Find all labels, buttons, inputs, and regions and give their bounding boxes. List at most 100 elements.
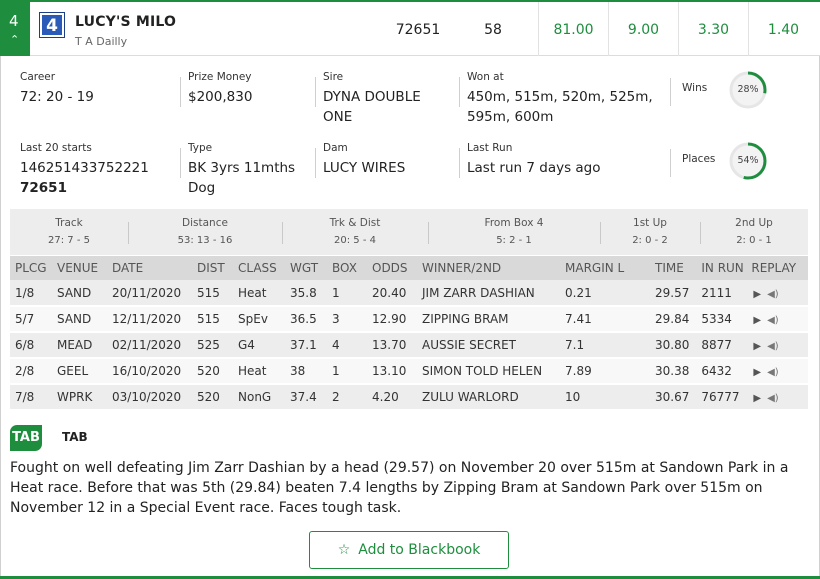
cell-in-run: 8877 — [689, 332, 752, 359]
audio-icon[interactable]: ◀) — [767, 393, 779, 404]
col-in-run: IN RUN — [689, 256, 752, 280]
prize-money-block: Prize Money $200,830 — [188, 70, 303, 107]
divider — [180, 148, 181, 178]
cell-wgt: 35.8 — [290, 280, 332, 307]
cell-class: SpEv — [238, 306, 290, 333]
play-icon[interactable]: ▶ — [753, 315, 762, 326]
cell-margin: 7.1 — [565, 332, 655, 359]
summary-title: 2nd Up — [735, 217, 773, 229]
last-20-label: Last 20 starts — [20, 142, 92, 154]
table-row: 5/7 SAND 12/11/2020 515 SpEv 36.5 3 12.9… — [10, 306, 808, 333]
audio-icon[interactable]: ◀) — [767, 341, 779, 352]
summary-first-up: 1st Up 2: 0 - 2 — [600, 209, 700, 255]
summary-distance: Distance 53: 13 - 16 — [128, 209, 282, 255]
col-replay: REPLAY — [751, 256, 808, 280]
won-at-label: Won at — [467, 71, 504, 83]
cell-class: NonG — [238, 384, 290, 411]
cell-odds: 12.90 — [372, 306, 422, 333]
runner-header[interactable]: 4 ⌃ 4 LUCY'S MILO T A Dailly 72651 58 81… — [0, 0, 820, 56]
trainer-name: T A Dailly — [75, 35, 128, 48]
places-ring: 54% — [728, 141, 768, 181]
cell-margin: 10 — [565, 384, 655, 411]
col-wgt: WGT — [290, 256, 332, 280]
odds-win-fixed[interactable]: 81.00 — [538, 2, 608, 56]
prize-money-label: Prize Money — [188, 71, 252, 83]
summary-track-distance: Trk & Dist 20: 5 - 4 — [282, 209, 428, 255]
places-label: Places — [682, 153, 716, 165]
play-icon[interactable]: ▶ — [753, 367, 762, 378]
dog-name[interactable]: LUCY'S MILO — [75, 14, 177, 30]
last-run-label: Last Run — [467, 142, 513, 154]
cell-date: 03/10/2020 — [112, 384, 197, 411]
odds-place-2[interactable]: 1.40 — [748, 2, 818, 56]
cell-time: 30.67 — [655, 384, 690, 411]
places-ring-chart — [729, 142, 767, 180]
career-value: 72: 20 - 19 — [20, 89, 94, 105]
summary-title: Distance — [182, 217, 228, 229]
divider — [700, 222, 701, 244]
cell-date: 02/11/2020 — [112, 332, 197, 359]
cell-dist: 525 — [197, 332, 238, 359]
cell-class: Heat — [238, 280, 290, 307]
cell-venue: SAND — [57, 306, 112, 333]
type-label: Type — [188, 142, 213, 154]
prize-money-value: $200,830 — [188, 89, 253, 105]
box-number-tab[interactable]: 4 ⌃ — [0, 2, 30, 56]
form-header-row: PLCG VENUE DATE DIST CLASS WGT BOX ODDS … — [10, 256, 808, 280]
bottom-accent-bar — [0, 576, 820, 579]
wins-ring-chart — [729, 71, 767, 109]
play-icon[interactable]: ▶ — [753, 288, 762, 300]
places-percent: 54% — [737, 155, 759, 166]
col-odds: ODDS — [372, 256, 422, 280]
cell-time: 30.38 — [655, 358, 690, 385]
cell-in-run: 76777 — [689, 384, 752, 411]
divider — [670, 78, 671, 106]
odds-place[interactable]: 3.30 — [678, 2, 748, 56]
cell-venue: SAND — [57, 280, 112, 307]
career-label: Career — [20, 71, 56, 83]
audio-icon[interactable]: ◀) — [767, 367, 779, 378]
divider — [670, 149, 671, 177]
cell-date: 16/10/2020 — [112, 358, 197, 385]
divider — [459, 148, 460, 178]
add-to-blackbook-label: Add to Blackbook — [358, 542, 481, 558]
chevron-up-icon[interactable]: ⌃ — [10, 33, 20, 46]
cell-replay: ▶ ◀) — [751, 332, 808, 359]
summary-second-up: 2nd Up 2: 0 - 1 — [700, 209, 808, 255]
cell-venue: WPRK — [57, 384, 112, 411]
col-class: CLASS — [238, 256, 290, 280]
cell-dist: 520 — [197, 384, 238, 411]
stats-summary: Track 27: 7 - 5 Distance 53: 13 - 16 Trk… — [10, 209, 808, 255]
audio-icon[interactable]: ◀) — [767, 315, 779, 326]
audio-icon[interactable]: ◀) — [767, 288, 779, 300]
col-winner: WINNER/2ND — [422, 256, 565, 280]
summary-value: 27: 7 - 5 — [48, 235, 90, 246]
summary-title: Trk & Dist — [329, 217, 381, 229]
type-value: BK 3yrs 11mths Dog — [188, 160, 296, 196]
col-time: TIME — [655, 256, 690, 280]
play-icon[interactable]: ▶ — [753, 393, 762, 404]
cell-box: 3 — [332, 306, 372, 333]
divider — [282, 222, 283, 244]
cell-replay: ▶ ◀) — [751, 358, 808, 385]
play-icon[interactable]: ▶ — [753, 341, 762, 352]
cell-odds: 4.20 — [372, 384, 422, 411]
add-to-blackbook-button[interactable]: ☆ Add to Blackbook — [309, 531, 509, 569]
summary-title: 1st Up — [633, 217, 667, 229]
cell-margin: 7.89 — [565, 358, 655, 385]
cell-box: 1 — [332, 358, 372, 385]
col-venue: VENUE — [57, 256, 112, 280]
cell-date: 12/11/2020 — [112, 306, 197, 333]
cell-plcg: 1/8 — [10, 280, 57, 307]
odds-win[interactable]: 9.00 — [608, 2, 678, 56]
runner-rating: 58 — [484, 22, 502, 38]
cell-class: G4 — [238, 332, 290, 359]
table-row: 6/8 MEAD 02/11/2020 525 G4 37.1 4 13.70 … — [10, 332, 808, 359]
summary-value: 5: 2 - 1 — [496, 235, 532, 246]
cell-margin: 7.41 — [565, 306, 655, 333]
col-plcg: PLCG — [10, 256, 57, 280]
cell-winner: JIM ZARR DASHIAN — [422, 280, 565, 307]
cell-in-run: 5334 — [689, 306, 752, 333]
col-box: BOX — [332, 256, 372, 280]
cell-winner: AUSSIE SECRET — [422, 332, 565, 359]
